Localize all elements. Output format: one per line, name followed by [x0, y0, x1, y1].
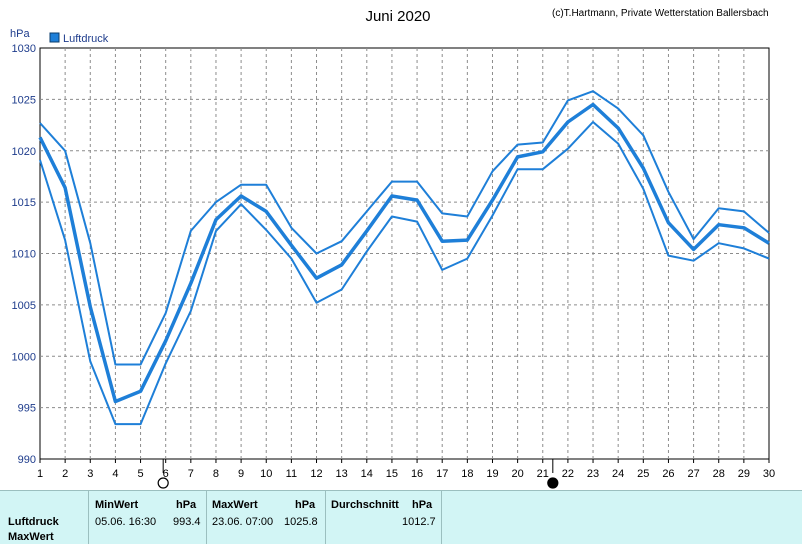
grid-lines — [40, 48, 769, 459]
x-tick-label: 1 — [37, 468, 43, 480]
legend-swatch — [49, 32, 60, 43]
x-tick-label: 24 — [612, 468, 624, 480]
series-line-max — [39, 90, 770, 366]
x-tick-label: 23 — [587, 468, 599, 480]
x-tick-label: 2 — [62, 468, 68, 480]
x-tick-label: 15 — [386, 468, 398, 480]
summary-divider — [325, 491, 326, 544]
y-tick-label: 1025 — [12, 94, 36, 106]
max-unit: hPa — [295, 499, 316, 511]
y-tick-label: 1030 — [12, 43, 36, 55]
summary-panel: MinWert hPa MaxWert hPa Durchschnitt hPa… — [0, 490, 802, 544]
min-datetime: 05.06. 16:30 — [95, 516, 157, 528]
copyright-text: (c)T.Hartmann, Private Wetterstation Bal… — [552, 8, 769, 19]
avg-header: Durchschnitt — [331, 499, 399, 511]
x-tick-label: 5 — [137, 468, 143, 480]
x-tick-label: 29 — [738, 468, 750, 480]
max-header: MaxWert — [212, 499, 258, 511]
x-tick-label: 11 — [286, 468, 297, 480]
max-datetime: 23.06. 07:00 — [212, 516, 274, 528]
row-label-luftdruck: Luftdruck — [8, 516, 59, 528]
x-tick-label: 17 — [436, 468, 448, 480]
min-unit: hPa — [176, 499, 197, 511]
series-lines — [38, 90, 770, 426]
x-tick-label: 28 — [713, 468, 725, 480]
x-tick-label: 16 — [411, 468, 423, 480]
y-axis-ticks: 990 995 1000 1005 1010 1015 1020 1025 1030 — [12, 43, 36, 466]
y-tick-label: 1015 — [12, 197, 36, 209]
x-tick-label: 12 — [310, 468, 322, 480]
x-tick-label: 13 — [336, 468, 348, 480]
series-line-min — [39, 121, 770, 426]
min-value: 993.4 — [173, 516, 201, 528]
x-tick-label: 7 — [188, 468, 194, 480]
min-header: MinWert — [95, 499, 139, 511]
x-tick-label: 9 — [238, 468, 244, 480]
full-moon-icon — [157, 477, 169, 489]
x-tick-label: 8 — [213, 468, 219, 480]
y-axis-unit: hPa — [10, 28, 30, 40]
new-moon-icon — [547, 477, 559, 489]
x-tick-label: 30 — [763, 468, 775, 480]
y-tick-label: 1010 — [12, 249, 36, 261]
x-axis-ticks: 1 2 3 4 5 6 7 8 9 10 11 12 13 14 15 16 17 18 19 20 21 22 23 24 2… — [37, 459, 775, 480]
avg-unit: hPa — [412, 499, 433, 511]
summary-divider — [441, 491, 442, 544]
x-tick-label: 26 — [662, 468, 674, 480]
max-value: 1025.8 — [284, 516, 318, 528]
x-tick-label: 21 — [537, 468, 549, 480]
x-tick-label: 3 — [87, 468, 93, 480]
chart-title: Juni 2020 — [365, 8, 430, 25]
series-line-mean — [38, 102, 770, 404]
x-tick-label: 25 — [637, 468, 649, 480]
legend-label: Luftdruck — [63, 33, 109, 45]
y-tick-label: 990 — [18, 454, 36, 466]
avg-value: 1012.7 — [402, 516, 436, 528]
x-tick-label: 14 — [361, 468, 373, 480]
x-tick-label: 10 — [260, 468, 272, 480]
x-tick-label: 4 — [112, 468, 118, 480]
moon-phase-markers — [157, 459, 559, 489]
y-tick-label: 1000 — [12, 351, 36, 363]
summary-divider — [88, 491, 89, 544]
x-tick-label: 27 — [687, 468, 699, 480]
y-tick-label: 995 — [18, 403, 36, 415]
x-tick-label: 19 — [486, 468, 498, 480]
x-tick-label: 6 — [163, 468, 169, 480]
row-label-maxwert: MaxWert — [8, 531, 54, 543]
x-tick-label: 22 — [562, 468, 574, 480]
y-tick-label: 1020 — [12, 146, 36, 158]
y-tick-label: 1005 — [12, 300, 36, 312]
summary-divider — [206, 491, 207, 544]
x-tick-label: 18 — [461, 468, 473, 480]
x-tick-label: 20 — [511, 468, 523, 480]
